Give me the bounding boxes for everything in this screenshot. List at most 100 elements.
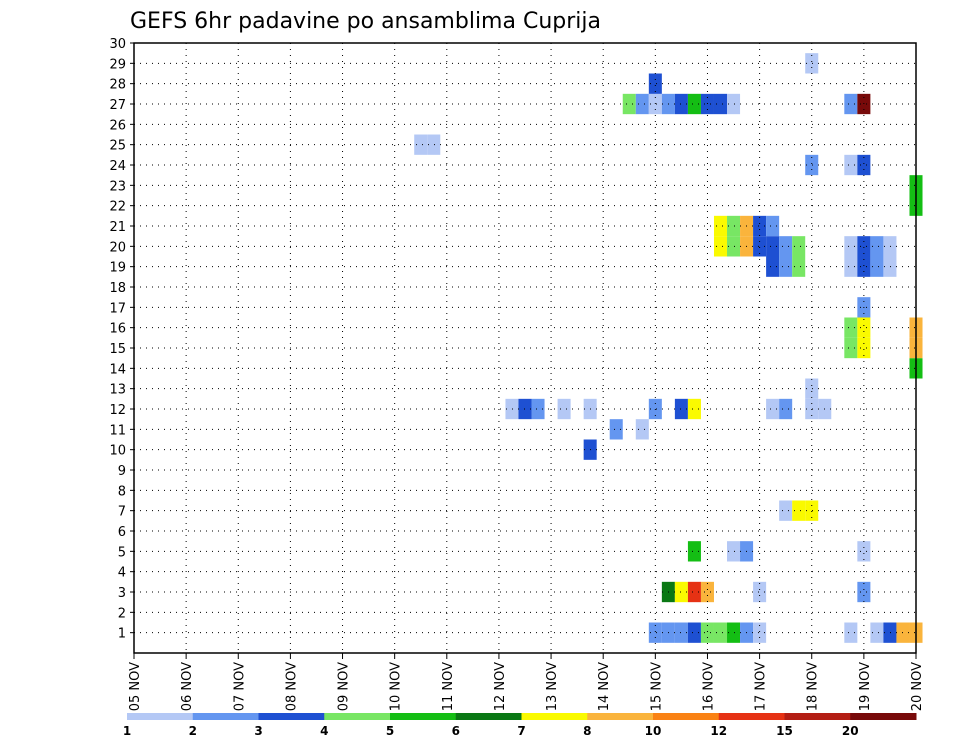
ytick-label-12: 12 <box>109 403 126 418</box>
ytick-label-2: 2 <box>118 606 126 621</box>
cell-89 <box>727 93 741 115</box>
cell-25 <box>792 500 806 521</box>
cell-66 <box>727 236 741 257</box>
cell-18 <box>753 581 767 603</box>
ytick-label-17: 17 <box>109 301 126 316</box>
legend-label-3: 4 <box>320 724 328 738</box>
xtick-label-15: 20 NOV <box>910 662 925 711</box>
cell-2 <box>674 622 688 643</box>
cell-9 <box>844 622 858 643</box>
cell-17 <box>700 581 714 603</box>
y-axis: 1234567891011121314151617181920212223242… <box>109 37 134 642</box>
ytick-label-5: 5 <box>118 545 126 560</box>
cell-37 <box>687 398 701 420</box>
cell-15 <box>674 581 688 603</box>
cell-23 <box>857 541 871 562</box>
cell-92 <box>648 73 662 94</box>
cell-76 <box>805 154 819 176</box>
legend-label-5: 6 <box>452 724 460 738</box>
cell-6 <box>727 622 741 643</box>
cell-73 <box>766 215 780 237</box>
xtick-label-14: 19 NOV <box>858 662 873 711</box>
cell-51 <box>766 256 780 277</box>
ytick-label-6: 6 <box>118 525 126 540</box>
legend-label-4: 5 <box>386 724 394 738</box>
xtick-label-3: 08 NOV <box>284 662 299 711</box>
ytick-label-16: 16 <box>109 322 126 337</box>
cell-58 <box>766 236 780 257</box>
cell-42 <box>805 378 819 399</box>
ytick-label-4: 4 <box>118 566 126 581</box>
ytick-label-8: 8 <box>118 484 126 499</box>
xtick-label-4: 09 NOV <box>337 662 352 711</box>
cell-52 <box>779 256 793 277</box>
cell-56 <box>870 256 884 277</box>
cell-79 <box>414 134 428 155</box>
cell-88 <box>713 93 728 115</box>
xtick-label-5: 10 NOV <box>389 662 404 711</box>
xtick-label-8: 13 NOV <box>545 662 560 711</box>
cell-30 <box>505 398 519 420</box>
cell-70 <box>727 215 741 237</box>
xtick-label-12: 17 NOV <box>754 662 769 711</box>
ytick-label-30: 30 <box>109 37 126 52</box>
legend-swatch-4 <box>390 713 457 720</box>
legend-label-2: 3 <box>254 724 262 738</box>
cell-62 <box>857 236 871 257</box>
legend-label-8: 10 <box>645 724 662 738</box>
cell-5 <box>713 622 728 643</box>
xtick-label-1: 06 NOV <box>180 662 195 711</box>
ytick-label-21: 21 <box>109 220 126 235</box>
cell-86 <box>687 93 701 115</box>
cell-77 <box>844 154 858 176</box>
cell-36 <box>674 398 688 420</box>
cell-4 <box>700 622 714 643</box>
legend-swatch-0 <box>127 713 194 720</box>
ytick-label-22: 22 <box>109 200 126 215</box>
legend-label-10: 15 <box>776 724 793 738</box>
xtick-label-0: 05 NOV <box>128 662 143 711</box>
chart-title: GEFS 6hr padavine po ansamblima Cuprija <box>130 9 601 34</box>
ytick-label-18: 18 <box>109 281 126 296</box>
cell-28 <box>609 419 623 440</box>
ytick-label-28: 28 <box>109 78 126 93</box>
xtick-label-7: 12 NOV <box>493 662 508 711</box>
cell-33 <box>557 398 571 420</box>
legend-label-7: 8 <box>583 724 591 738</box>
legend-label-1: 2 <box>189 724 197 738</box>
cell-85 <box>674 93 688 115</box>
cell-69 <box>713 215 728 237</box>
cell-19 <box>857 581 871 603</box>
legend-swatch-7 <box>587 713 654 720</box>
ytick-label-15: 15 <box>109 342 126 357</box>
cell-78 <box>857 154 871 176</box>
ytick-label-1: 1 <box>118 627 126 642</box>
legend-swatch-1 <box>192 713 259 720</box>
cell-8 <box>753 622 767 643</box>
cell-45 <box>857 337 871 359</box>
cell-59 <box>779 236 793 257</box>
legend-swatch-9 <box>718 713 785 720</box>
legend-label-6: 7 <box>517 724 525 738</box>
cell-38 <box>766 398 780 420</box>
cell-60 <box>792 236 806 257</box>
cell-20 <box>687 541 701 562</box>
cell-11 <box>883 622 897 643</box>
legend-label-11: 20 <box>842 724 859 738</box>
ytick-label-23: 23 <box>109 179 126 194</box>
cell-63 <box>870 236 884 257</box>
ytick-label-9: 9 <box>118 464 126 479</box>
cell-68 <box>753 236 767 257</box>
cell-48 <box>857 317 871 338</box>
cell-65 <box>713 236 728 257</box>
cell-81 <box>622 93 636 115</box>
cell-64 <box>883 236 897 257</box>
legend-swatch-8 <box>653 713 720 720</box>
cell-39 <box>779 398 793 420</box>
x-axis: 05 NOV 06 NOV 07 NOV 08 NOV 09 NOV 10 NOV 11 N… <box>128 653 925 711</box>
cell-72 <box>753 215 767 237</box>
plot-frame <box>133 42 917 654</box>
cell-26 <box>805 500 819 521</box>
cells-layer <box>414 53 923 643</box>
